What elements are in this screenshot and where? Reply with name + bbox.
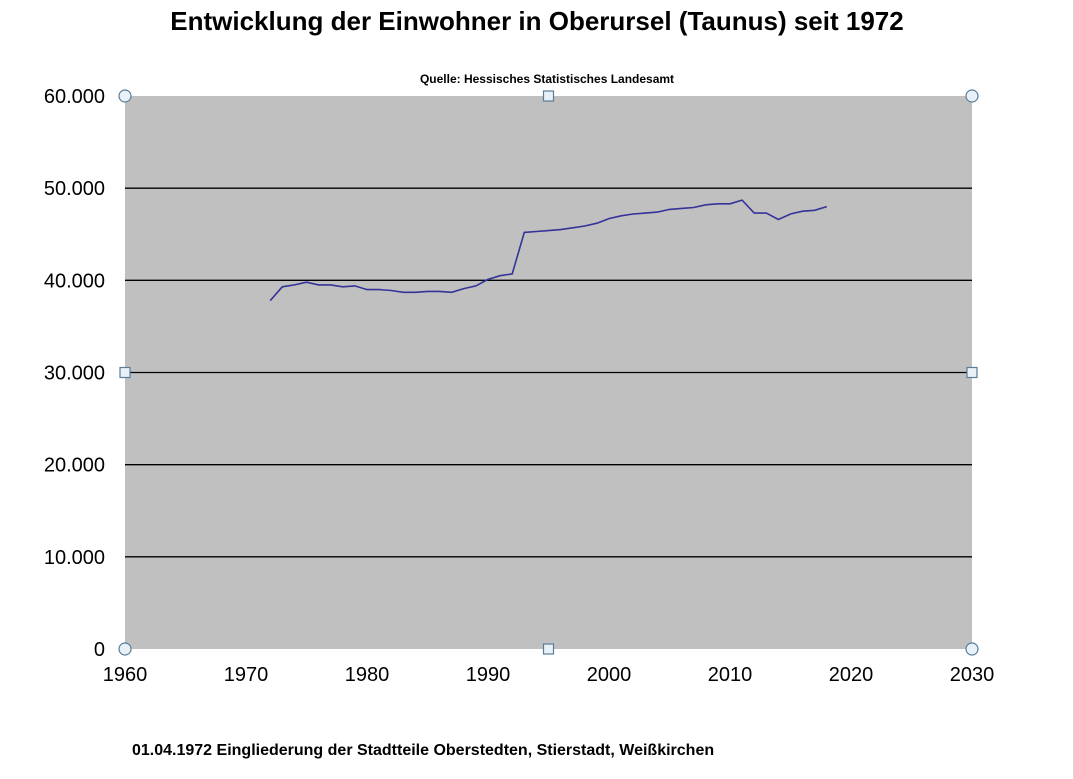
x-tick-label: 2020: [829, 664, 874, 686]
x-tick-label: 2010: [708, 664, 753, 686]
gridlines: [125, 187, 972, 558]
x-axis-ticks: 1960 1970 1980 1990 2000 2010 2020 2030: [103, 664, 995, 686]
y-tick-label: 0: [94, 639, 105, 661]
population-line: [269, 199, 828, 302]
x-tick-label: 1990: [466, 664, 511, 686]
x-tick-label: 1970: [224, 664, 269, 686]
y-tick-label: 10.000: [44, 547, 105, 569]
y-tick-label: 60.000: [44, 86, 105, 108]
y-tick-label: 50.000: [44, 178, 105, 200]
corner-resize-handle[interactable]: [118, 642, 132, 656]
chart-subtitle: Quelle: Hessisches Statistisches Landesa…: [419, 72, 675, 86]
x-tick-label: 1980: [345, 664, 390, 686]
edge-resize-handle[interactable]: [542, 90, 555, 102]
edge-resize-handle[interactable]: [119, 366, 131, 379]
y-tick-label: 30.000: [44, 363, 105, 385]
x-tick-label: 1960: [103, 664, 148, 686]
corner-resize-handle[interactable]: [965, 89, 979, 103]
x-tick-label: 2030: [950, 664, 995, 686]
corner-resize-handle[interactable]: [965, 642, 979, 656]
selection-handles: [118, 89, 979, 656]
y-tick-label: 40.000: [44, 270, 105, 292]
chart-title: Entwicklung der Einwohner in Oberursel (…: [170, 6, 904, 36]
corner-resize-handle[interactable]: [118, 89, 132, 103]
edge-resize-handle[interactable]: [542, 643, 555, 655]
y-tick-label: 20.000: [44, 455, 105, 477]
y-axis-ticks: 0 10.000 20.000 30.000 40.000 50.000 60.000: [44, 86, 105, 661]
edge-resize-handle[interactable]: [966, 366, 978, 379]
x-tick-label: 2000: [587, 664, 632, 686]
annotation-footnote: 01.04.1972 Eingliederung der Stadtteile …: [132, 742, 715, 759]
